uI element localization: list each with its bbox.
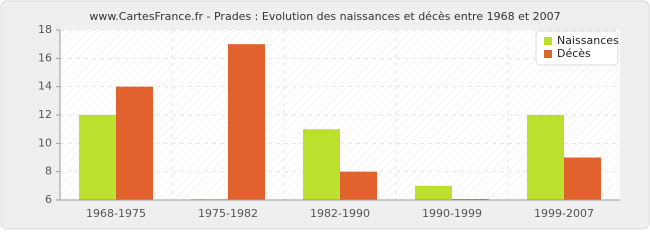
y-tick-label: 14	[38, 80, 52, 93]
y-tick-label: 10	[38, 136, 52, 149]
y-tick-label: 12	[38, 108, 52, 121]
legend-label: Naissances	[557, 34, 619, 47]
bar	[415, 185, 452, 200]
bar	[228, 44, 265, 200]
y-tick-label: 8	[45, 165, 52, 178]
x-tick-label: 1999-2007	[534, 207, 594, 220]
chart: www.CartesFrance.fr - Prades : Evolution…	[0, 0, 650, 230]
bar	[340, 171, 377, 200]
legend-swatch	[544, 50, 552, 58]
x-tick-label: 1975-1982	[198, 207, 258, 220]
bar	[527, 115, 564, 200]
chart-title: www.CartesFrance.fr - Prades : Evolution…	[89, 10, 560, 23]
bar	[79, 115, 116, 200]
x-tick-label: 1968-1975	[86, 207, 146, 220]
legend-swatch	[544, 37, 552, 45]
legend-label: Décès	[557, 47, 591, 60]
x-tick-label: 1982-1990	[310, 207, 370, 220]
x-tick-label: 1990-1999	[422, 207, 482, 220]
y-tick-label: 16	[38, 51, 52, 64]
legend-box	[535, 30, 619, 66]
y-tick-label: 18	[38, 23, 52, 36]
bar	[564, 157, 601, 200]
bar	[303, 129, 340, 200]
y-tick-label: 6	[45, 193, 52, 206]
bar	[116, 86, 153, 200]
